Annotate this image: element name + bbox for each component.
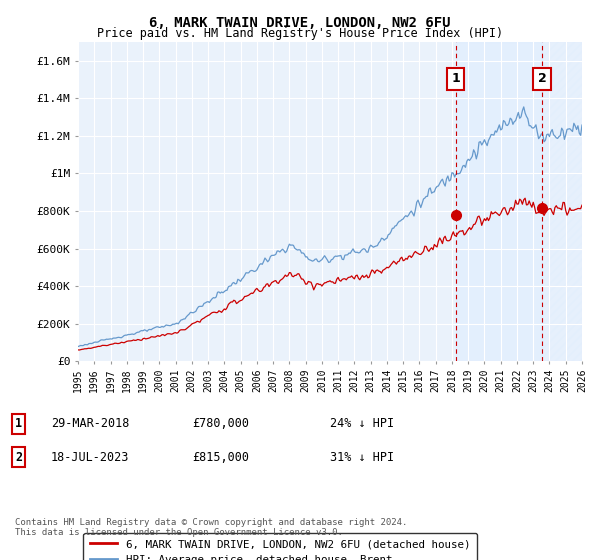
- Text: Contains HM Land Registry data © Crown copyright and database right 2024.
This d: Contains HM Land Registry data © Crown c…: [15, 518, 407, 538]
- Text: 1: 1: [15, 417, 22, 430]
- Text: 1: 1: [451, 72, 460, 85]
- Bar: [455, 42, 542, 361]
- Legend: 6, MARK TWAIN DRIVE, LONDON, NW2 6FU (detached house), HPI: Average price, detac: 6, MARK TWAIN DRIVE, LONDON, NW2 6FU (de…: [83, 533, 476, 560]
- Text: £815,000: £815,000: [192, 451, 249, 464]
- Text: 31% ↓ HPI: 31% ↓ HPI: [330, 451, 394, 464]
- Text: 29-MAR-2018: 29-MAR-2018: [51, 417, 130, 430]
- Text: 2: 2: [538, 72, 547, 85]
- Text: 24% ↓ HPI: 24% ↓ HPI: [330, 417, 394, 430]
- Text: 2: 2: [15, 451, 22, 464]
- Text: 18-JUL-2023: 18-JUL-2023: [51, 451, 130, 464]
- Text: £780,000: £780,000: [192, 417, 249, 430]
- Text: Price paid vs. HM Land Registry's House Price Index (HPI): Price paid vs. HM Land Registry's House …: [97, 27, 503, 40]
- Bar: [542, 42, 582, 361]
- Text: 6, MARK TWAIN DRIVE, LONDON, NW2 6FU: 6, MARK TWAIN DRIVE, LONDON, NW2 6FU: [149, 16, 451, 30]
